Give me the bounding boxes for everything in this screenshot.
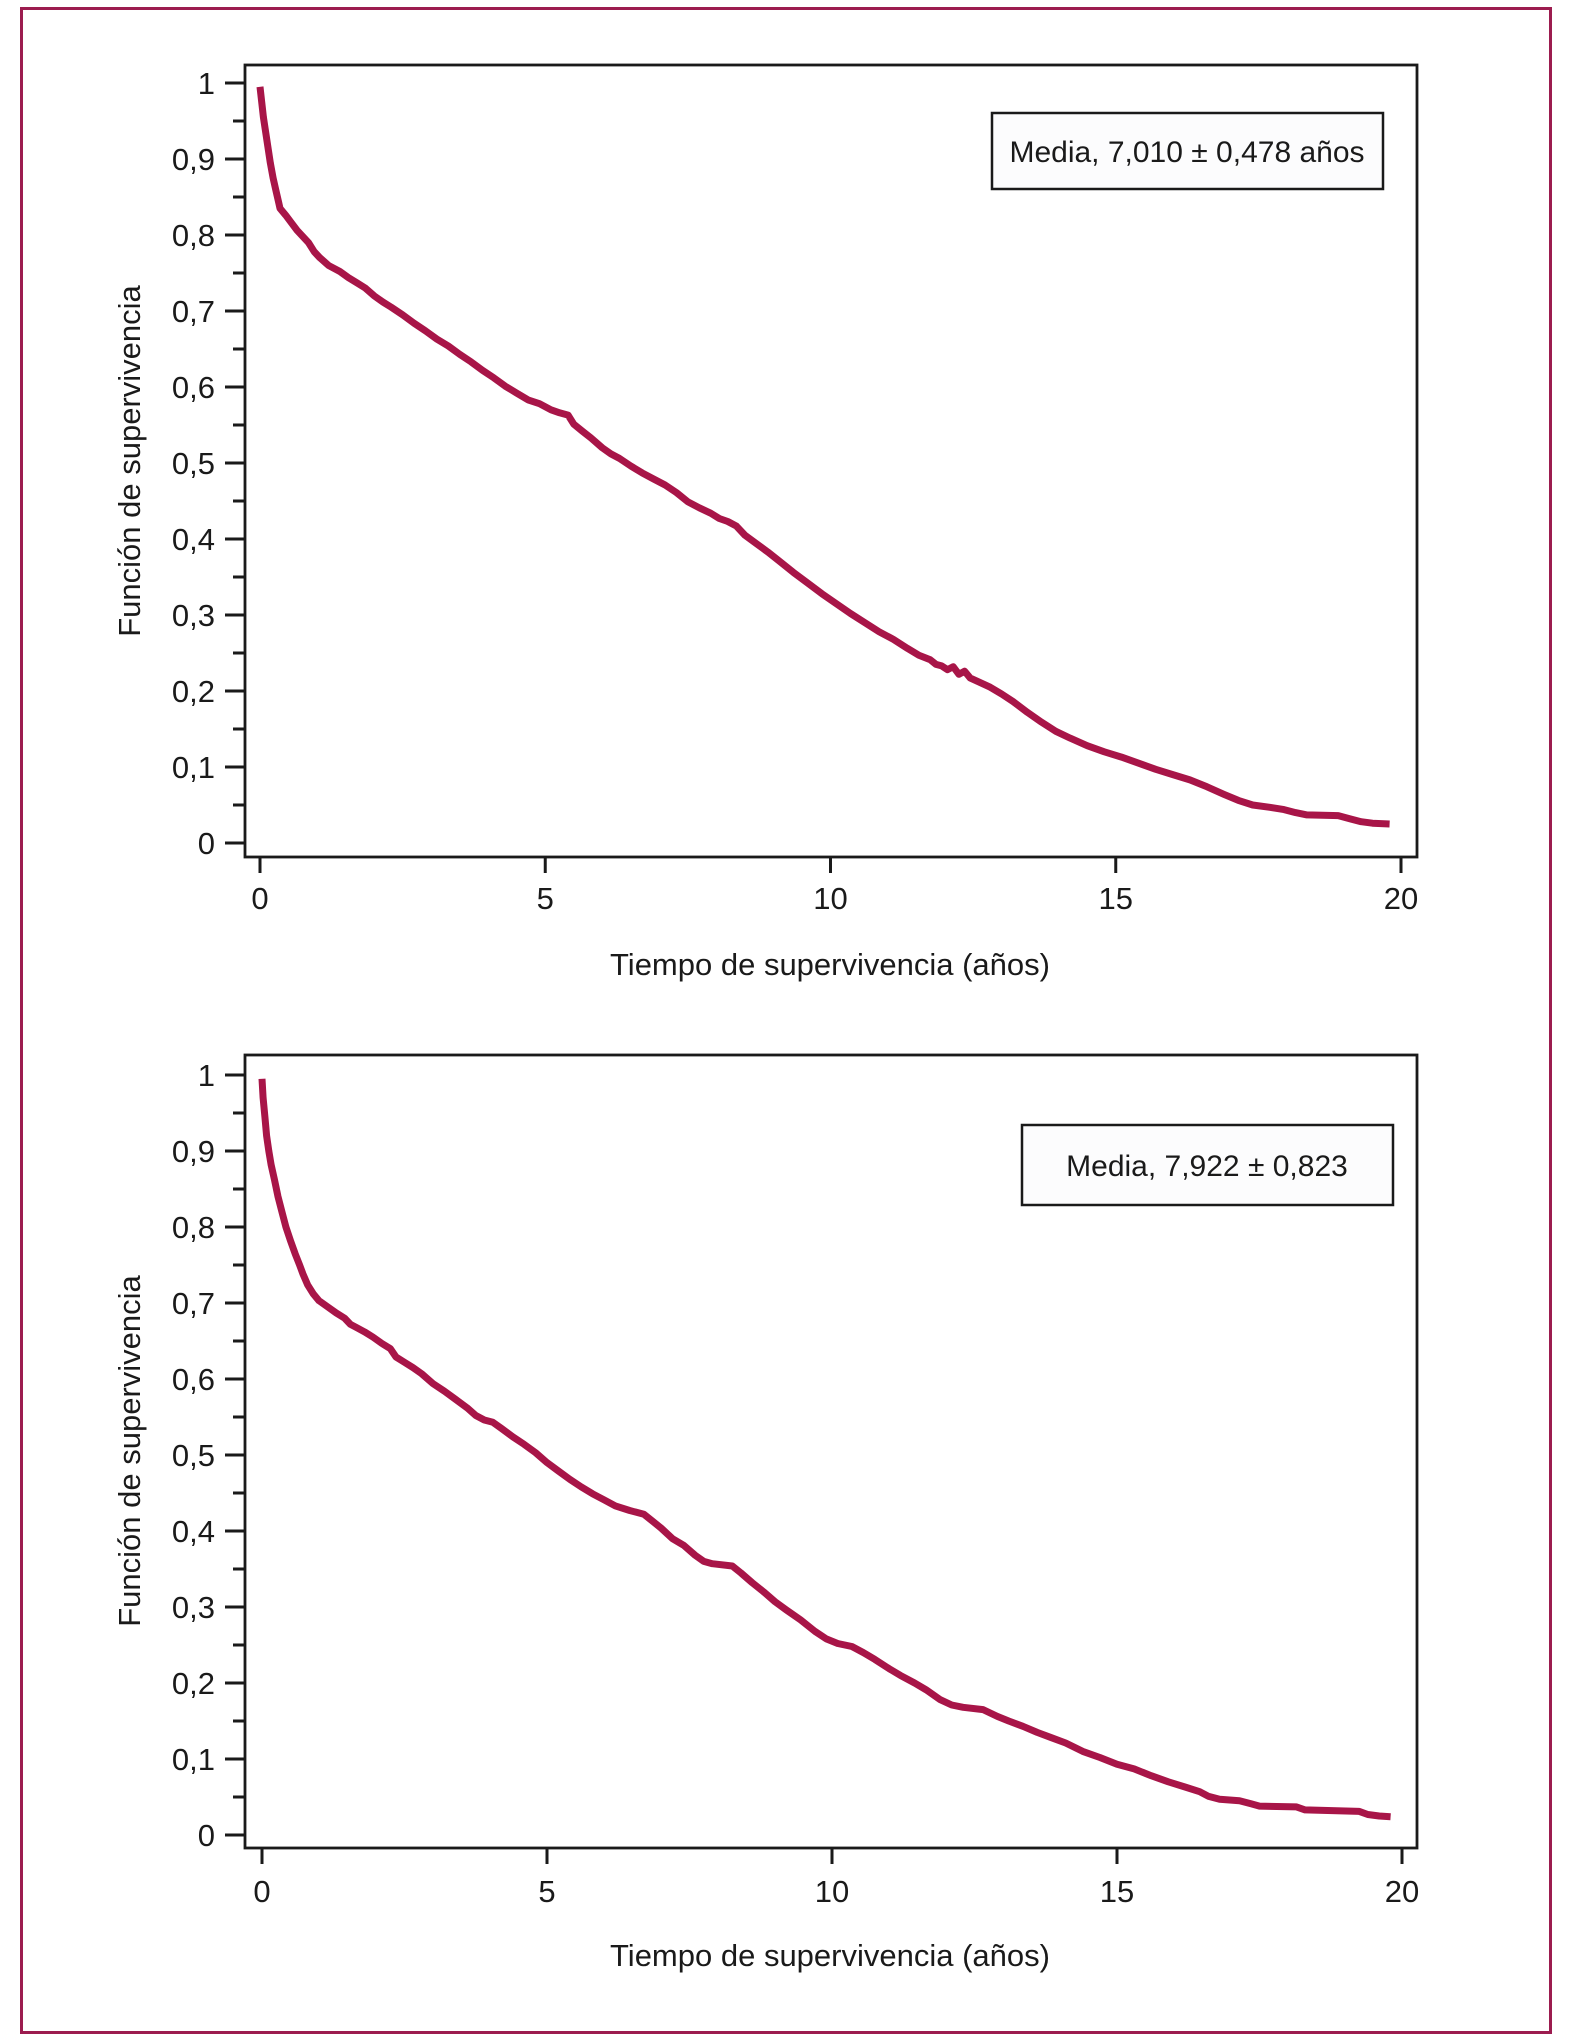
figure-border [20, 7, 1552, 2034]
y-tick-label: 0,6 [172, 370, 215, 405]
x-tick-label: 5 [537, 881, 554, 916]
y-tick-label: 0,9 [172, 1134, 215, 1169]
legend-box [990, 111, 1385, 191]
y-axis-title: Función de supervivencia [112, 1274, 147, 1626]
y-tick-label: 0,2 [172, 1666, 215, 1701]
y-tick-label: 0 [198, 826, 215, 861]
y-tick-label: 1 [198, 66, 215, 101]
y-tick-label: 1 [198, 1058, 215, 1093]
x-tick-label: 10 [813, 881, 847, 916]
survival-curve [258, 1078, 1391, 1821]
y-tick-label: 0,8 [172, 1210, 215, 1245]
y-axis-title: Función de supervivencia [112, 284, 147, 636]
survival-curve [256, 86, 1390, 828]
y-tick-label: 0 [198, 1818, 215, 1853]
x-tick-label: 20 [1385, 1874, 1419, 1909]
survival-chart-bottom: Media, 7,922 ± 0,823 Tiempo de supervive… [112, 1053, 1419, 1973]
y-tick-label: 0,4 [172, 522, 215, 557]
legend-text: Media, 7,922 ± 0,823 [1066, 1150, 1348, 1183]
x-axis-title: Tiempo de supervivencia (años) [610, 1938, 1050, 1973]
y-tick-label: 0,6 [172, 1362, 215, 1397]
y-tick-label: 0,5 [172, 446, 215, 481]
legend-text: Media, 7,010 ± 0,478 años [1009, 136, 1364, 169]
y-tick-label: 0,8 [172, 218, 215, 253]
y-tick-label: 0,2 [172, 674, 215, 709]
x-tick-label: 15 [1099, 881, 1133, 916]
y-tick-label: 0,5 [172, 1438, 215, 1473]
y-tick-label: 0,3 [172, 598, 215, 633]
y-tick-label: 0,7 [172, 294, 215, 329]
x-tick-label: 0 [251, 881, 268, 916]
y-tick-label: 0,7 [172, 1286, 215, 1321]
legend-box [1020, 1123, 1395, 1207]
y-tick-label: 0,4 [172, 1514, 215, 1549]
y-tick-label: 0,9 [172, 142, 215, 177]
x-tick-label: 5 [538, 1874, 555, 1909]
y-tick-label: 0,1 [172, 750, 215, 785]
y-tick-label: 0,3 [172, 1590, 215, 1625]
x-tick-label: 20 [1384, 881, 1418, 916]
survival-chart-top: Media, 7,010 ± 0,478 años Tiempo de supe… [112, 63, 1419, 982]
x-tick-label: 10 [815, 1874, 849, 1909]
y-tick-label: 0,1 [172, 1742, 215, 1777]
x-tick-label: 0 [253, 1874, 270, 1909]
x-axis-title: Tiempo de supervivencia (años) [610, 947, 1050, 982]
x-tick-label: 15 [1100, 1874, 1134, 1909]
